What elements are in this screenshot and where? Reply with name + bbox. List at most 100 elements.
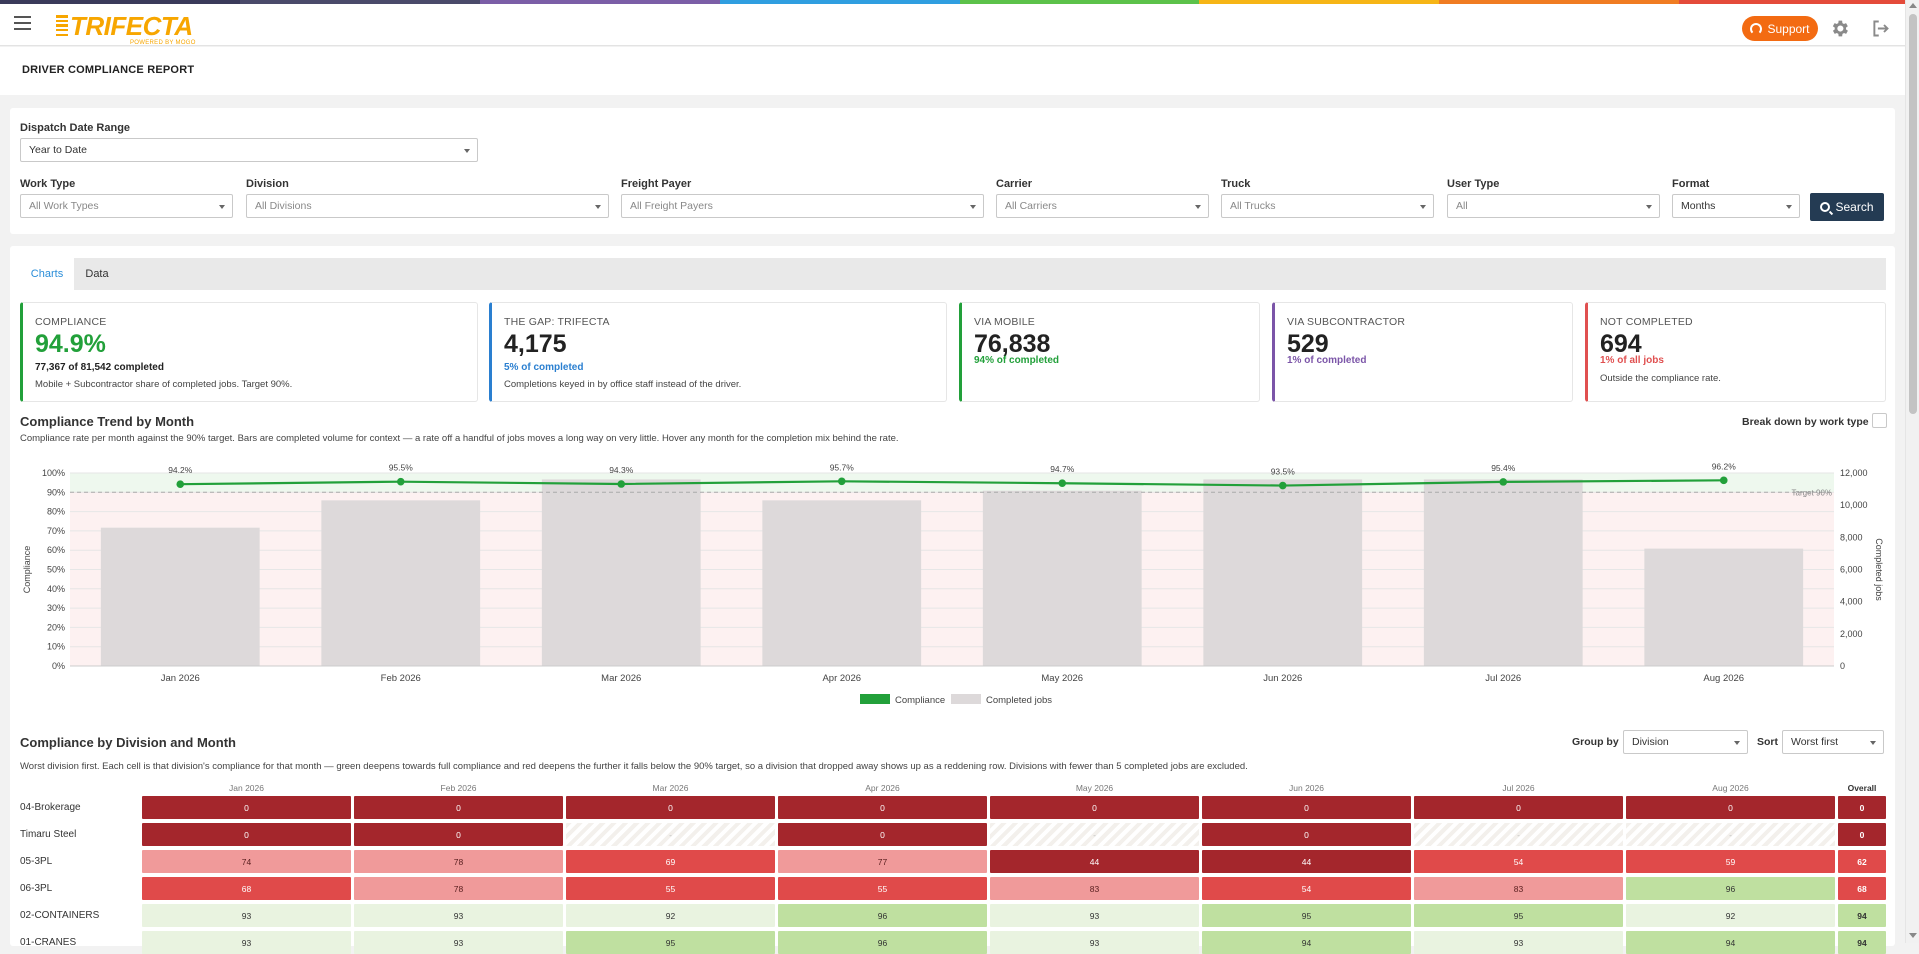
group-by-select[interactable]: Division (1623, 730, 1748, 754)
scroll-up-icon[interactable] (1909, 3, 1917, 8)
tab-charts[interactable]: Charts (20, 258, 74, 290)
trend-title: Compliance Trend by Month (20, 414, 195, 429)
heatmap-cell[interactable]: 96 (1626, 877, 1835, 900)
scrollbar-thumb[interactable] (1909, 14, 1917, 414)
heatmap-cell[interactable]: 54 (1202, 877, 1411, 900)
heatmap-cell[interactable]: 0 (778, 796, 987, 819)
completed-jobs-bar (321, 500, 481, 666)
heatmap-cell[interactable]: 0 (1414, 796, 1623, 819)
kpi-title: THE GAP: TRIFECTA (504, 316, 610, 328)
logout-icon[interactable] (1870, 18, 1891, 39)
page-title: DRIVER COMPLIANCE REPORT (22, 64, 195, 76)
gear-icon[interactable] (1829, 18, 1850, 39)
heatmap-overall-cell[interactable]: 68 (1838, 877, 1886, 900)
sort-select[interactable]: Worst first (1782, 730, 1884, 754)
heatmap-cell[interactable]: 95 (1202, 904, 1411, 927)
heatmap-overall-cell[interactable]: 94 (1838, 904, 1886, 927)
heatmap-cell[interactable]: 78 (354, 850, 563, 873)
kpi-title: VIA SUBCONTRACTOR (1287, 316, 1406, 328)
format-select[interactable]: Months (1672, 194, 1800, 218)
heatmap-cell[interactable]: 0 (1626, 796, 1835, 819)
heatmap-cell-empty[interactable]: - (990, 823, 1199, 846)
heatmap-cell[interactable]: 92 (1626, 904, 1835, 927)
tab-data[interactable]: Data (74, 258, 120, 290)
heatmap-cell[interactable]: 93 (354, 904, 563, 927)
heatmap-overall-cell[interactable]: 62 (1838, 850, 1886, 873)
heatmap-cell[interactable]: 0 (1202, 796, 1411, 819)
heatmap-cell-empty[interactable]: - (566, 823, 775, 846)
chevron-down-icon (595, 205, 601, 209)
rainbow-top-stripe (0, 0, 1919, 4)
format-value: Months (1681, 200, 1716, 212)
heatmap-cell[interactable]: 68 (142, 877, 351, 900)
heatmap-cell[interactable]: 55 (566, 877, 775, 900)
kpi-note: Mobile + Subcontractor share of complete… (35, 379, 293, 390)
heatmap-row-label: Timaru Steel (20, 829, 77, 840)
heatmap-cell[interactable]: 93 (142, 904, 351, 927)
work-type-label: Work Type (20, 178, 76, 190)
page-title-bar: DRIVER COMPLIANCE REPORT (0, 47, 1905, 95)
hamburger-menu-icon[interactable] (14, 16, 31, 30)
target-label: Target 90% (1792, 488, 1832, 497)
chevron-down-icon (1646, 205, 1652, 209)
logo-subtitle: POWERED BY MOGO (130, 40, 196, 46)
heatmap-cell[interactable]: 92 (566, 904, 775, 927)
x-tick-label: Aug 2026 (1703, 673, 1744, 684)
heatmap-cell[interactable]: 0 (1202, 823, 1411, 846)
heatmap-cell[interactable]: 44 (990, 850, 1199, 873)
date-range-select[interactable]: Year to Date (20, 138, 478, 162)
freight-payer-select[interactable]: All Freight Payers (621, 194, 984, 218)
heatmap-cell[interactable]: 0 (566, 796, 775, 819)
compliance-point (1278, 481, 1287, 490)
heatmap-column-header: Jun 2026 (1289, 783, 1324, 793)
support-label: Support (1767, 21, 1810, 36)
kpi-note: Outside the compliance rate. (1600, 373, 1721, 384)
heatmap-cell[interactable]: 59 (1626, 850, 1835, 873)
page-scrollbar[interactable] (1905, 0, 1919, 943)
compliance-line (180, 479, 1724, 487)
heatmap-cell-empty[interactable]: - (1414, 823, 1623, 846)
heatmap-cell[interactable]: 44 (1202, 850, 1411, 873)
heatmap-cell[interactable]: 0 (142, 796, 351, 819)
heatmap-cell-empty[interactable]: - (1626, 823, 1835, 846)
support-button[interactable]: Support (1742, 16, 1818, 41)
compliance-point (176, 480, 185, 488)
y-tick-label: 70% (47, 526, 65, 536)
heatmap-cell[interactable]: 78 (354, 877, 563, 900)
heatmap-cell[interactable]: 74 (142, 850, 351, 873)
division-select[interactable]: All Divisions (246, 194, 609, 218)
heatmap-cell[interactable]: 54 (1414, 850, 1623, 873)
heatmap-cell[interactable]: 0 (354, 796, 563, 819)
kpi-note: Completions keyed in by office staff ins… (504, 379, 742, 390)
heatmap-overall-cell[interactable]: 0 (1838, 796, 1886, 819)
heatmap-cell[interactable]: 0 (142, 823, 351, 846)
heatmap-column-header: May 2026 (1075, 783, 1114, 793)
heatmap-cell[interactable]: 77 (778, 850, 987, 873)
heatmap-cell[interactable]: 0 (990, 796, 1199, 819)
heatmap-cell[interactable]: 0 (778, 823, 987, 846)
heatmap-cell[interactable]: 55 (778, 877, 987, 900)
heatmap-cell[interactable]: 95 (1414, 904, 1623, 927)
carrier-select[interactable]: All Carriers (996, 194, 1209, 218)
work-type-select[interactable]: All Work Types (20, 194, 233, 218)
heatmap-cell[interactable]: 96 (778, 904, 987, 927)
y2-tick-label: 12,000 (1840, 468, 1868, 478)
heatmap-cell[interactable]: 69 (566, 850, 775, 873)
breakdown-checkbox[interactable] (1872, 413, 1887, 428)
x-tick-label: Jul 2026 (1485, 673, 1521, 684)
logo-mark-icon (56, 15, 68, 36)
x-tick-label: Apr 2026 (822, 673, 861, 684)
trifecta-logo[interactable]: TRIFECTA POWERED BY MOGO (56, 12, 196, 46)
search-button[interactable]: Search (1810, 193, 1884, 221)
truck-select[interactable]: All Trucks (1221, 194, 1434, 218)
user-type-select[interactable]: All (1447, 194, 1660, 218)
heatmap-cell[interactable]: 0 (354, 823, 563, 846)
heatmap-cell[interactable]: 93 (990, 904, 1199, 927)
heatmap-overall-cell[interactable]: 0 (1838, 823, 1886, 846)
heatmap-cell[interactable]: 83 (990, 877, 1199, 900)
scroll-down-icon[interactable] (1909, 933, 1917, 938)
compliance-data-label: 95.7% (830, 462, 855, 472)
heatmap-cell[interactable]: 83 (1414, 877, 1623, 900)
user-type-placeholder: All (1456, 200, 1468, 212)
chevron-down-icon (219, 205, 225, 209)
